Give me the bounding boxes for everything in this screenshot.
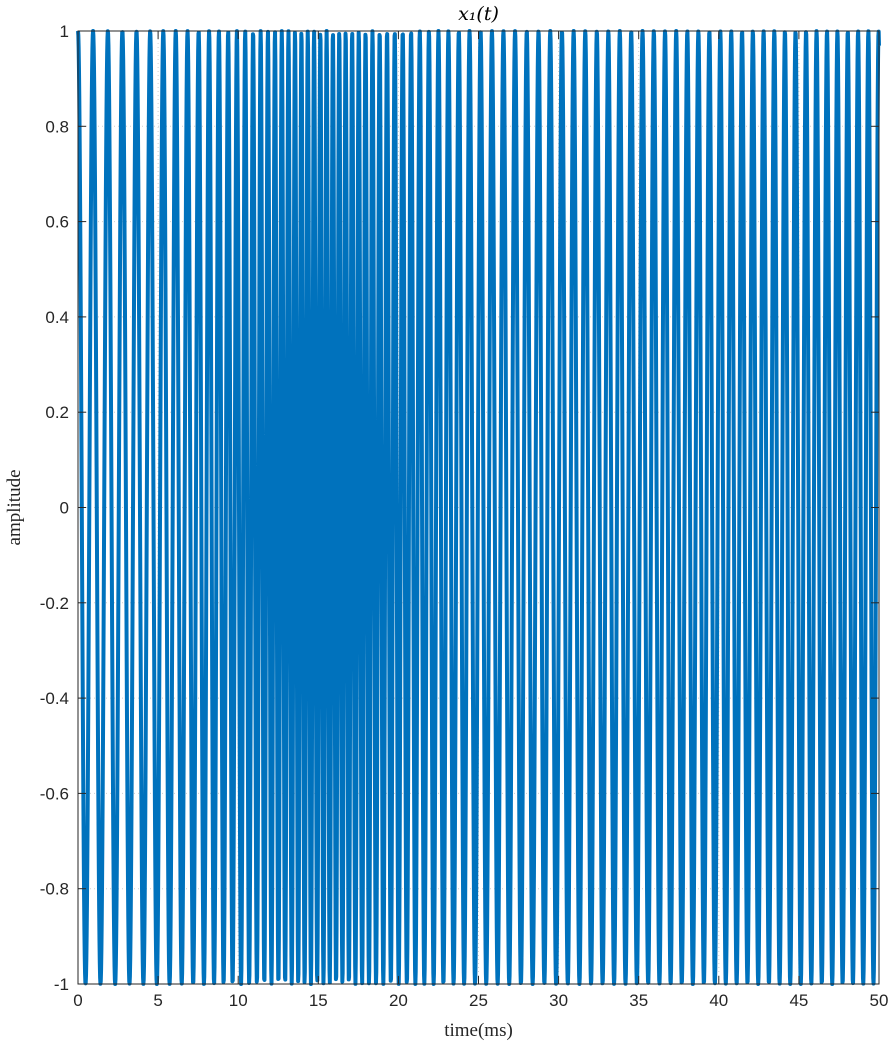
- y-tick-labels: -1 -0.8 -0.6 -0.4 -0.2 0 0.2 0.4 0.6 0.8 1: [40, 22, 69, 994]
- x-tick-label: 15: [309, 991, 328, 1010]
- y-tick-label: 0.2: [45, 403, 69, 422]
- x-tick-label: 20: [389, 991, 408, 1010]
- x-tick-label: 10: [229, 991, 248, 1010]
- series-group: [76, 29, 881, 986]
- y-tick-label: 0.4: [45, 308, 69, 327]
- y-tick-label: 0.6: [45, 213, 69, 232]
- y-tick-label: -0.2: [40, 594, 69, 613]
- y-tick-label: -0.4: [40, 689, 69, 708]
- x-tick-label: 5: [153, 991, 162, 1010]
- x-tick-label: 30: [549, 991, 568, 1010]
- x-tick-label: 25: [469, 991, 488, 1010]
- chart-title: x₁(t): [458, 3, 499, 25]
- y-tick-label: -0.8: [40, 880, 69, 899]
- x-tick-labels: 0 5 10 15 20 25 30 35 40 45 50: [73, 991, 888, 1010]
- y-axis-label: amplitude: [4, 470, 25, 546]
- x-tick-label: 40: [709, 991, 728, 1010]
- y-tick-label: -0.6: [40, 784, 69, 803]
- x-axis-label: time(ms): [444, 1020, 513, 1041]
- y-tick-label: -1: [54, 975, 69, 994]
- series-line-0: [76, 29, 881, 986]
- x-tick-label: 35: [629, 991, 648, 1010]
- y-tick-label: 1: [60, 22, 69, 41]
- x-tick-label: 50: [870, 991, 889, 1010]
- x-tick-label: 45: [789, 991, 808, 1010]
- y-tick-label: 0.8: [45, 117, 69, 136]
- y-tick-label: 0: [60, 499, 69, 518]
- x-tick-label: 0: [73, 991, 82, 1010]
- axes: [77, 30, 880, 985]
